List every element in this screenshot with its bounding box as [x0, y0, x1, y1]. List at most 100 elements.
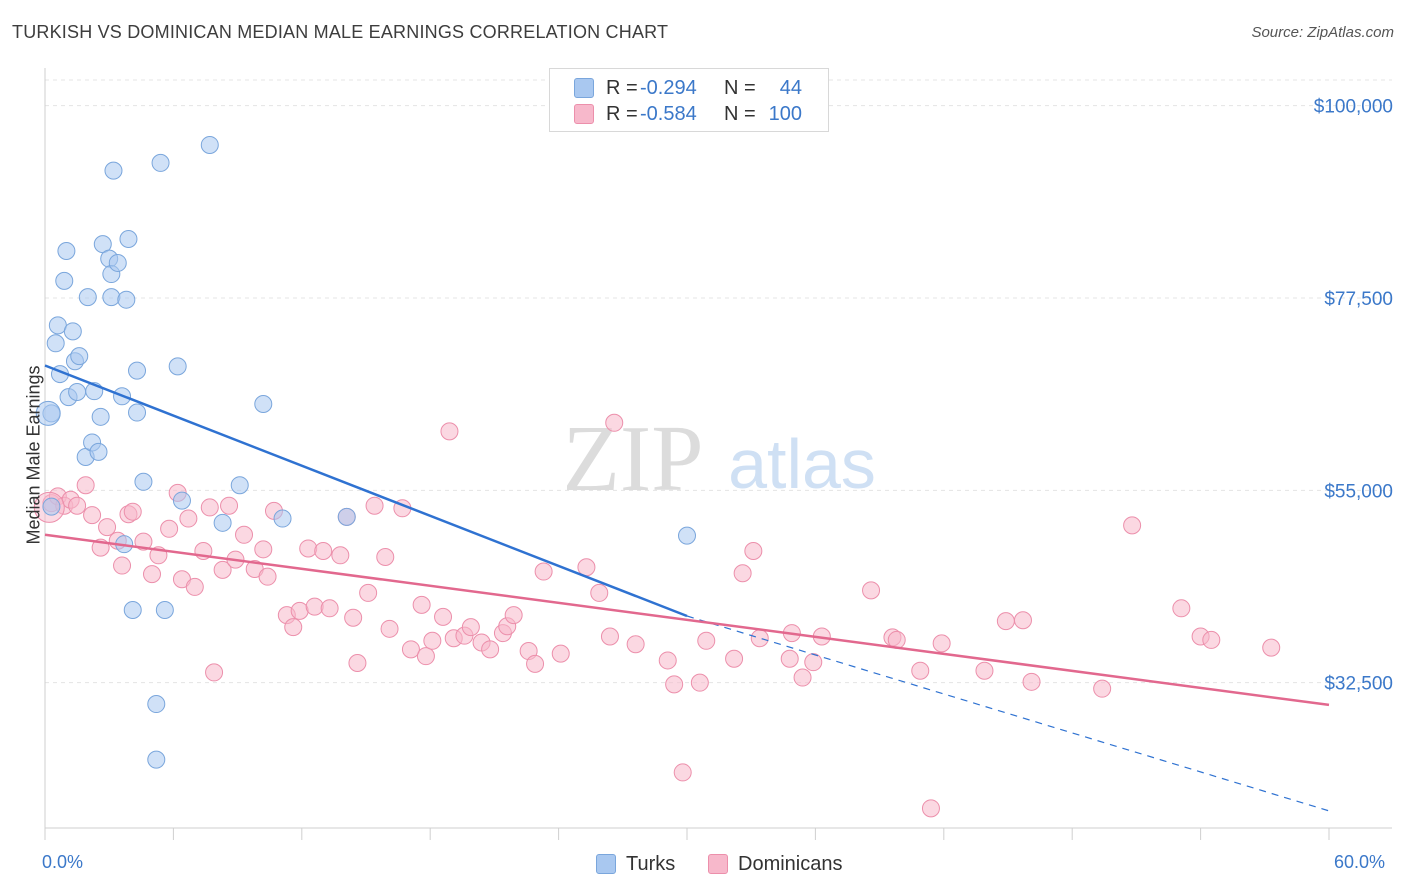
- point-dominicans: [380, 619, 399, 638]
- point-dominicans: [401, 640, 420, 659]
- point-dominicans: [658, 651, 677, 670]
- point-dominicans: [331, 546, 350, 565]
- legend-swatch-dominicans: [574, 104, 594, 124]
- point-turks: [70, 347, 89, 366]
- point-dominicans: [290, 601, 309, 620]
- point-dominicans: [481, 640, 500, 659]
- trend-line-dominicans: [44, 533, 1330, 707]
- point-dominicans: [461, 618, 480, 637]
- point-dominicans: [359, 583, 378, 602]
- bottom-legend-turks: Turks: [596, 852, 675, 876]
- point-turks: [230, 476, 249, 495]
- point-turks-cluster: [35, 400, 61, 426]
- y-tick-labels: $32,500 $55,000 $77,500 $100,000: [1314, 97, 1393, 695]
- point-turks: [337, 507, 356, 526]
- point-dominicans: [697, 631, 716, 650]
- trend-lines: [44, 364, 1330, 812]
- point-dominicans: [416, 647, 435, 666]
- point-dominicans: [1123, 516, 1142, 535]
- point-dominicans: [258, 567, 277, 586]
- point-turks: [213, 513, 232, 532]
- point-dominicans: [185, 577, 204, 596]
- point-dominicans: [123, 502, 142, 521]
- point-turks: [104, 161, 123, 180]
- point-turks: [273, 509, 292, 528]
- point-dominicans: [733, 564, 752, 583]
- point-dominicans: [440, 422, 459, 441]
- point-turks: [78, 288, 97, 307]
- legend-r-value-dominicans: -0.584: [640, 102, 697, 125]
- bottom-legend-label-turks: Turks: [626, 852, 676, 875]
- point-dominicans: [780, 649, 799, 668]
- point-dominicans: [1093, 679, 1112, 698]
- point-dominicans: [626, 635, 645, 654]
- point-dominicans: [750, 629, 769, 648]
- point-turks: [147, 750, 166, 769]
- series-turks: [35, 135, 696, 769]
- point-dominicans: [83, 506, 102, 525]
- point-dominicans: [862, 581, 881, 600]
- point-dominicans: [213, 560, 232, 579]
- point-dominicans: [434, 607, 453, 626]
- point-dominicans: [534, 562, 553, 581]
- point-dominicans: [235, 525, 254, 544]
- point-dominicans: [284, 618, 303, 637]
- point-dominicans: [299, 539, 318, 558]
- point-turks: [63, 322, 82, 341]
- point-dominicans: [744, 542, 763, 561]
- point-dominicans: [254, 540, 273, 559]
- point-dominicans: [423, 631, 442, 650]
- axes: [44, 68, 1392, 840]
- point-dominicans: [804, 653, 823, 672]
- bottom-legend-dominicans: Dominicans: [708, 852, 842, 876]
- legend-r-value-turks: -0.294: [640, 76, 697, 99]
- point-dominicans: [160, 519, 179, 538]
- point-turks: [119, 230, 138, 249]
- point-turks: [254, 394, 273, 413]
- y-tick-label: $55,000: [1324, 481, 1393, 502]
- point-turks: [117, 290, 136, 309]
- legend-r-label: R =: [606, 76, 638, 99]
- point-turks: [155, 601, 174, 620]
- watermark-zip: ZIP: [563, 407, 704, 511]
- point-dominicans: [590, 583, 609, 602]
- point-dominicans: [134, 532, 153, 551]
- grid-lines: [45, 79, 1392, 684]
- point-dominicans: [113, 556, 132, 575]
- point-turks: [42, 497, 61, 516]
- point-dominicans: [179, 509, 198, 528]
- point-dominicans: [305, 597, 324, 616]
- point-turks: [172, 491, 191, 510]
- point-dominicans: [1022, 672, 1041, 691]
- point-dominicans: [551, 644, 570, 663]
- point-dominicans: [68, 496, 87, 515]
- point-turks: [57, 241, 76, 260]
- point-turks: [168, 357, 187, 376]
- watermark-atlas: atlas: [728, 425, 876, 503]
- point-dominicans: [911, 661, 930, 680]
- point-dominicans: [314, 542, 333, 561]
- legend-n-label: N =: [724, 102, 756, 125]
- point-turks: [128, 403, 147, 422]
- point-dominicans: [605, 413, 624, 432]
- x-tick-label-max: 60.0%: [1334, 852, 1386, 872]
- point-turks: [678, 526, 696, 545]
- point-dominicans: [98, 518, 117, 537]
- point-dominicans: [996, 612, 1015, 631]
- point-turks: [48, 316, 67, 335]
- y-tick-label: $100,000: [1314, 97, 1393, 118]
- legend-n-value-turks: 44: [779, 76, 802, 99]
- point-turks: [68, 383, 87, 402]
- point-dominicans: [932, 634, 951, 653]
- point-dominicans: [793, 668, 812, 687]
- point-dominicans: [600, 627, 619, 646]
- point-dominicans: [220, 496, 239, 515]
- point-dominicans: [921, 799, 940, 818]
- point-dominicans: [344, 608, 363, 627]
- point-turks: [46, 334, 65, 353]
- chart-title: TURKISH VS DOMINICAN MEDIAN MALE EARNING…: [12, 22, 669, 42]
- point-dominicans: [1202, 630, 1221, 649]
- point-turks: [123, 601, 142, 620]
- bottom-legend-label-dominicans: Dominicans: [738, 852, 843, 875]
